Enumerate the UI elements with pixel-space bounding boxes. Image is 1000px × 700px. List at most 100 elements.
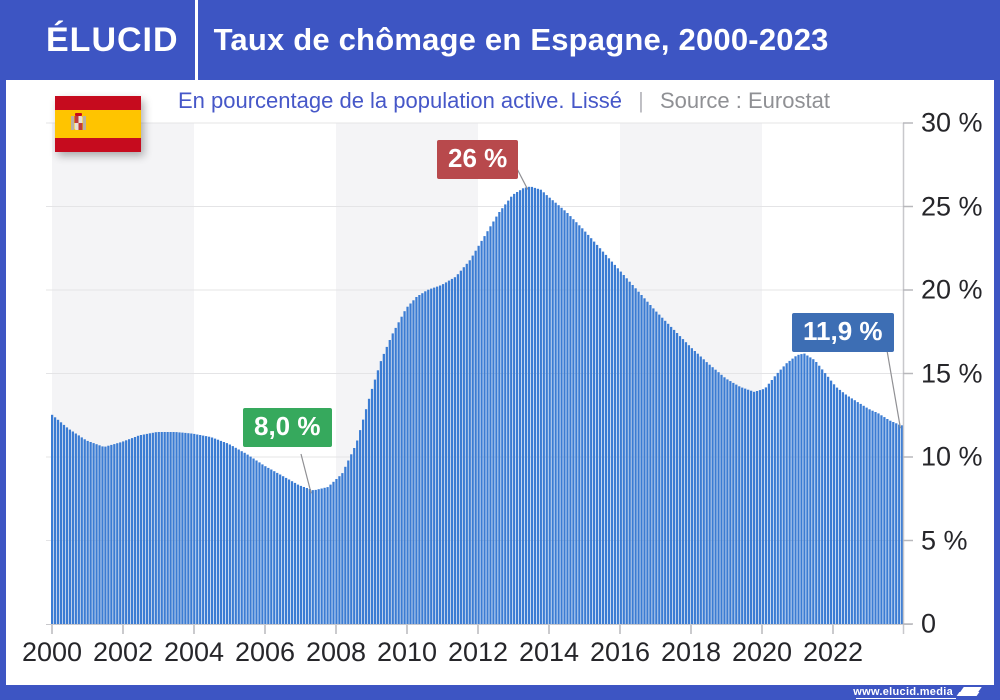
data-bar — [518, 190, 522, 624]
data-bar — [89, 442, 92, 624]
data-bar — [255, 460, 258, 624]
data-bar — [738, 386, 741, 624]
data-bar — [886, 419, 889, 624]
data-bar — [895, 423, 898, 624]
data-bar — [439, 285, 442, 624]
data-bar — [282, 476, 285, 624]
x-axis-label: 2022 — [802, 637, 864, 667]
spain-flag-icon — [55, 96, 141, 152]
data-bar — [323, 487, 326, 624]
data-bar — [273, 471, 276, 624]
data-bar — [187, 433, 190, 624]
data-bar — [705, 362, 708, 624]
data-bar — [53, 417, 57, 624]
data-bar — [344, 466, 347, 624]
data-bar — [803, 353, 806, 624]
data-bar — [133, 437, 137, 624]
data-bar — [628, 281, 631, 624]
data-bar — [329, 484, 332, 624]
data-bar — [874, 412, 877, 624]
data-bar — [717, 372, 720, 624]
y-axis-label: 25 % — [921, 191, 983, 221]
data-bar — [193, 433, 196, 624]
data-bar — [524, 187, 528, 624]
x-axis-label: 2018 — [660, 637, 722, 667]
data-bar — [551, 200, 554, 624]
footer-url-link[interactable]: www.elucid.media — [853, 686, 953, 698]
data-bar — [779, 369, 782, 624]
subtitle-text: En pourcentage de la population active. … — [178, 88, 622, 113]
data-bar — [287, 479, 291, 624]
data-bar — [237, 449, 240, 624]
data-bar — [364, 409, 368, 624]
data-bar — [791, 358, 794, 624]
y-axis-label: 20 % — [921, 274, 983, 305]
data-bar — [640, 295, 643, 624]
data-bar — [388, 340, 391, 624]
data-bar — [832, 384, 836, 624]
x-axis-label: 2006 — [234, 637, 296, 667]
annotation-connector — [300, 453, 312, 494]
data-bar — [104, 446, 107, 624]
data-bar — [824, 373, 827, 624]
data-bar — [59, 422, 63, 624]
y-axis-label: 0 — [921, 608, 937, 639]
data-bar — [841, 392, 845, 624]
data-bar — [462, 267, 465, 624]
data-bar — [809, 357, 812, 624]
data-bar — [222, 442, 226, 624]
right-border — [994, 80, 1000, 685]
data-bar — [379, 361, 383, 624]
data-bar — [530, 186, 534, 624]
data-bar — [755, 391, 759, 624]
data-bar — [184, 432, 187, 624]
data-bar — [871, 410, 874, 624]
data-bar — [800, 354, 803, 624]
data-bar — [708, 364, 711, 624]
data-bar — [228, 444, 231, 624]
data-bar — [797, 354, 800, 624]
data-bar — [338, 476, 341, 624]
data-bar — [202, 435, 205, 624]
data-bar — [826, 376, 830, 624]
data-bar — [557, 205, 560, 624]
data-bar — [613, 264, 616, 624]
data-bar — [166, 432, 169, 624]
data-bar — [409, 303, 412, 624]
data-bar — [862, 405, 865, 624]
data-bar — [279, 474, 282, 624]
data-bar — [305, 488, 308, 624]
data-bar — [154, 432, 157, 624]
data-bar — [160, 432, 163, 624]
data-bar — [56, 419, 60, 624]
data-bar — [196, 434, 199, 624]
data-bar — [240, 451, 243, 624]
data-bar — [681, 339, 685, 624]
data-bar — [504, 204, 507, 624]
y-axis-label: 5 % — [921, 525, 968, 555]
data-bar — [782, 366, 785, 624]
data-bar — [744, 388, 747, 624]
data-bar — [415, 297, 418, 624]
data-bar — [267, 467, 270, 624]
data-bar — [690, 348, 693, 624]
data-bar — [107, 445, 110, 624]
data-bar — [812, 359, 815, 624]
data-bar — [243, 452, 246, 624]
data-bar — [181, 432, 184, 624]
data-bar — [773, 376, 776, 624]
x-axis-label: 2010 — [376, 637, 438, 667]
data-bar — [684, 342, 688, 624]
data-bar — [122, 441, 125, 624]
data-bar — [732, 382, 735, 624]
data-bar — [169, 432, 172, 624]
data-bar — [844, 394, 848, 624]
data-bar — [178, 432, 181, 624]
data-bar — [868, 409, 871, 624]
data-bar — [453, 277, 457, 624]
data-bar — [646, 301, 649, 624]
data-bar — [385, 346, 388, 624]
data-bar — [702, 359, 705, 624]
data-bar — [729, 381, 732, 624]
